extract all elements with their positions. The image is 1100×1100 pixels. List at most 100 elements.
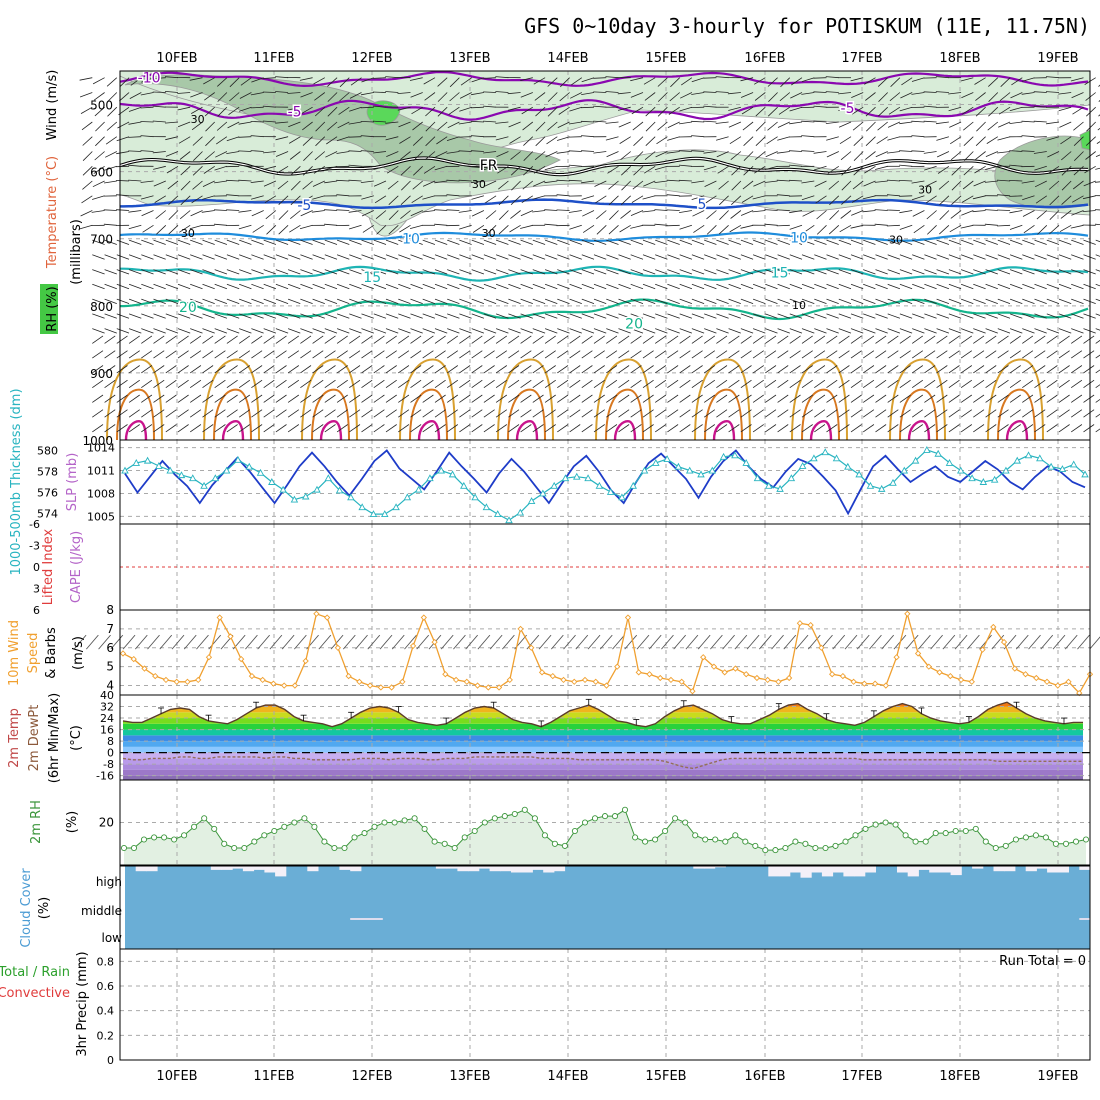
wind-barb: [324, 424, 336, 433]
cloud-high-gap: [897, 866, 909, 873]
wind-barb: [117, 121, 130, 129]
wind-barb: [912, 313, 925, 319]
wind-barb: [1046, 328, 1060, 334]
wind-barb: [789, 283, 803, 290]
wind-barb: [520, 365, 532, 374]
wind-barb: [165, 298, 179, 304]
rh-marker: [822, 844, 829, 852]
wind-barb: [673, 634, 687, 650]
wind-barb: [666, 209, 680, 211]
wind-barb: [544, 180, 558, 184]
wind-barb: [290, 210, 301, 220]
rh-marker: [130, 844, 138, 852]
wind-barb: [459, 365, 471, 374]
wind-barb: [338, 106, 350, 115]
wind-barb: [741, 195, 754, 203]
rh-marker: [792, 838, 799, 845]
top-date-label: 10FEB: [156, 51, 197, 66]
wind-barb: [569, 328, 582, 334]
wind-barb: [202, 269, 215, 275]
wind-speed-marker: [581, 676, 589, 684]
wind-barb: [973, 350, 985, 359]
wind-barb: [581, 180, 595, 184]
wind-barb: [94, 106, 105, 117]
wind-barb: [752, 335, 764, 344]
wind-barb: [728, 365, 740, 374]
rh-marker: [511, 810, 518, 818]
wind-barb: [813, 105, 827, 108]
wind-barb: [789, 150, 803, 152]
wind-barb: [422, 313, 436, 319]
wind-barb: [691, 92, 705, 95]
wind-barb: [446, 350, 459, 359]
wind-barb: [349, 106, 362, 112]
wind-barb: [190, 269, 203, 275]
wind-barb: [716, 239, 729, 245]
wind-barb: [324, 209, 338, 211]
wind-barb: [630, 210, 644, 216]
rh-marker: [561, 842, 568, 849]
bl-contour-magenta: [124, 420, 148, 441]
wind-barb: [314, 92, 326, 101]
slp-marker: [1036, 454, 1044, 462]
wind-barb: [630, 350, 642, 359]
wind-barb: [789, 239, 803, 245]
wind-barb: [887, 239, 901, 245]
wind-barb: [92, 239, 105, 245]
wind-barb: [765, 239, 778, 245]
wind-barb: [1009, 313, 1023, 319]
wind-barb: [471, 254, 485, 260]
wind-barb: [642, 195, 656, 200]
wind-barb: [997, 239, 1011, 245]
wind-barb: [593, 394, 605, 403]
wind-barb: [936, 409, 948, 418]
wind-barb: [422, 180, 436, 187]
wind-barb: [544, 239, 558, 245]
wind-barb: [508, 365, 520, 374]
wind-barb: [814, 409, 826, 418]
wind-barb: [593, 409, 605, 418]
wind-barb: [569, 365, 581, 374]
wind-barb: [815, 195, 827, 204]
wind-barb: [178, 136, 191, 144]
wind-barb: [840, 151, 852, 161]
wind-barb: [410, 210, 423, 217]
wind-barb: [361, 195, 374, 200]
wind-barb: [287, 394, 300, 403]
wind-barb: [336, 379, 348, 389]
wind-barb: [826, 151, 839, 158]
wind-barb: [999, 92, 1011, 102]
wind-barb: [532, 424, 544, 433]
wind-barb: [509, 136, 521, 144]
wind-barb: [483, 120, 497, 123]
wind-barb: [324, 283, 338, 290]
wind-barb: [1058, 298, 1072, 304]
wind-barb: [813, 91, 827, 93]
wind-barb: [116, 269, 130, 275]
wind-speed-marker: [313, 610, 320, 617]
wind-barb: [520, 254, 533, 260]
wind-barb: [128, 210, 142, 213]
wind-barb: [1070, 77, 1084, 82]
wind-barb: [620, 210, 631, 219]
wind-barb: [141, 210, 154, 217]
wind-barb: [1022, 269, 1035, 275]
rh-marker: [161, 834, 168, 841]
wind-barb: [361, 379, 373, 389]
rh-marker: [982, 838, 989, 845]
wind-barb: [887, 424, 899, 433]
wind-barb: [110, 634, 124, 650]
wind-barb: [961, 195, 974, 203]
wind-barb: [875, 328, 888, 334]
wind-barb: [1010, 92, 1023, 99]
slp-marker: [121, 466, 129, 474]
wind-barb: [373, 379, 385, 389]
wind-barb: [495, 394, 508, 403]
wind-barb: [691, 298, 705, 304]
wind-barb: [844, 634, 858, 650]
wind-barb: [507, 92, 521, 95]
wind-barb: [477, 634, 491, 650]
wind-barb: [153, 350, 165, 359]
wind-barb: [275, 151, 289, 157]
